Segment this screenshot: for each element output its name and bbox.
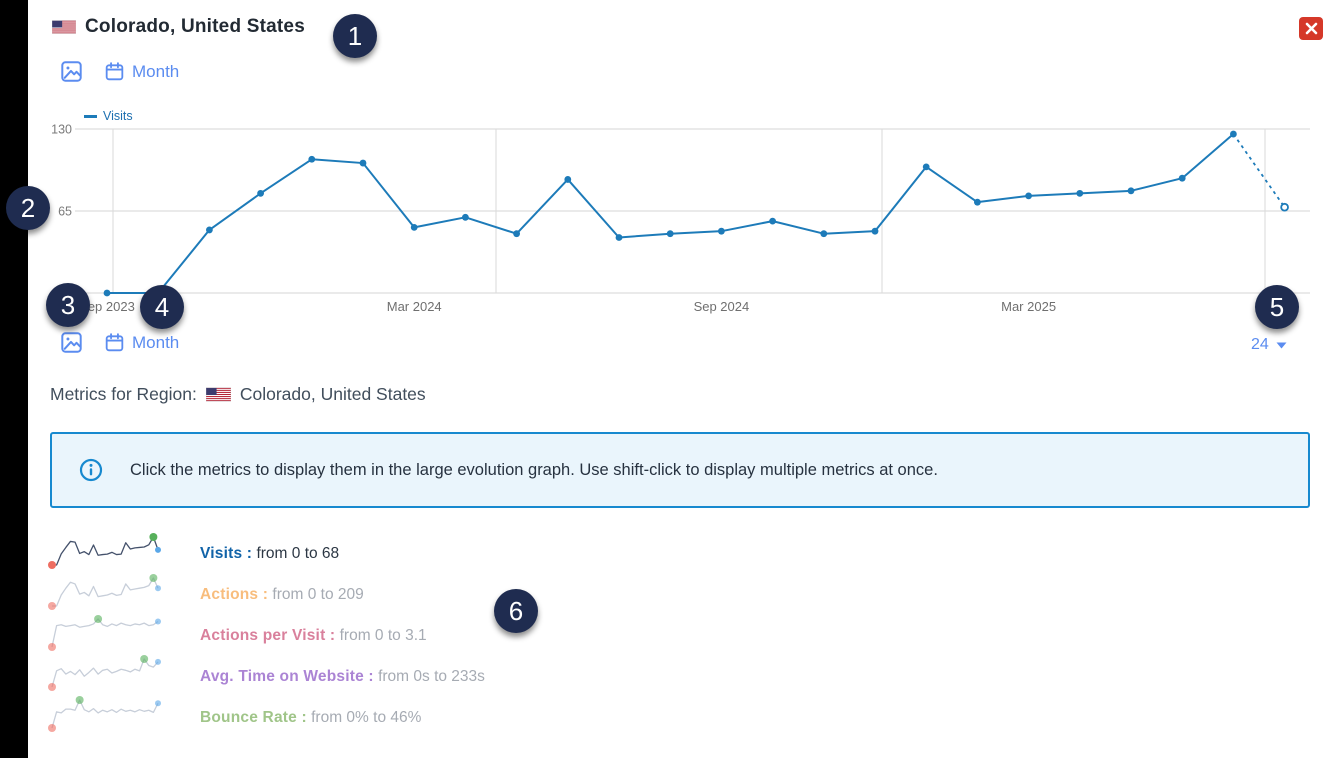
info-banner-text: Click the metrics to display them in the… [130, 460, 938, 479]
metric-label: Actions : [200, 586, 269, 604]
metric-row-actions-per-visit[interactable]: Actions per Visit : from 0 to 3.1 [44, 613, 904, 660]
row-limit-dropdown[interactable]: 24 [1251, 336, 1287, 354]
sparkline-actions [44, 572, 200, 619]
metric-list: Visits : from 0 to 68 Actions : from 0 t… [44, 531, 904, 741]
metric-row-avg-time-on-website[interactable]: Avg. Time on Website : from 0s to 233s [44, 653, 904, 700]
metric-detail: from 0% to 46% [311, 708, 422, 726]
region-title: Colorado, United States [85, 16, 305, 37]
svg-text:Sep 2024: Sep 2024 [694, 299, 750, 314]
annotation-badge-4: 4 [140, 285, 184, 329]
sparkline-bounce-rate [44, 694, 200, 741]
us-flag-icon [205, 386, 232, 403]
background-edge-strip [0, 0, 28, 758]
period-label: Month [132, 61, 180, 81]
annotation-badge-1: 1 [333, 14, 377, 58]
sparkline-actions-per-visit [44, 613, 200, 660]
image-icon [60, 331, 83, 354]
legend-label: Visits [103, 109, 133, 123]
chart-legend: Visits [84, 109, 133, 123]
metrics-heading: Metrics for Region: Colorado, United Sta… [50, 384, 426, 405]
metric-detail: from 0s to 233s [378, 667, 485, 685]
close-button[interactable] [1299, 17, 1323, 40]
metric-label: Actions per Visit : [200, 626, 336, 644]
annotation-badge-3: 3 [46, 283, 90, 327]
period-label-bottom: Month [132, 332, 180, 352]
calendar-icon [104, 61, 125, 82]
annotation-badge-5: 5 [1255, 285, 1299, 329]
chevron-down-icon [1276, 342, 1287, 349]
svg-text:Mar 2024: Mar 2024 [387, 299, 442, 314]
metrics-heading-region: Colorado, United States [239, 384, 426, 404]
metric-detail: from 0 to 209 [272, 586, 364, 604]
metric-label: Visits : [200, 545, 253, 563]
export-image-button-bottom[interactable] [60, 331, 83, 354]
chart-toolbar-top: Month [60, 60, 179, 83]
region-title-row: Colorado, United States [51, 16, 305, 38]
info-icon [79, 458, 103, 482]
metric-label: Avg. Time on Website : [200, 667, 374, 685]
chart-toolbar-bottom: Month [60, 331, 179, 354]
row-limit-value: 24 [1251, 336, 1269, 353]
metric-row-bounce-rate[interactable]: Bounce Rate : from 0% to 46% [44, 694, 904, 741]
evolution-chart[interactable]: Sep 2023 Mar 2024 Sep 2024 Mar 2025 130 65 [0, 100, 1333, 325]
svg-text:65: 65 [58, 205, 72, 219]
export-image-button[interactable] [60, 60, 83, 83]
us-flag-icon [51, 19, 77, 35]
metric-detail: from 0 to 3.1 [339, 626, 427, 644]
legend-line-swatch [84, 114, 97, 118]
svg-text:Sep 2023: Sep 2023 [79, 299, 135, 314]
metric-label: Bounce Rate : [200, 708, 307, 726]
annotation-badge-2: 2 [6, 186, 50, 230]
info-banner: Click the metrics to display them in the… [50, 432, 1310, 508]
close-icon [1305, 22, 1318, 35]
sparkline-visits [44, 531, 200, 578]
calendar-icon [104, 332, 125, 353]
period-selector[interactable]: Month [104, 61, 179, 82]
metrics-heading-prefix: Metrics for Region: [50, 384, 197, 404]
image-icon [60, 60, 83, 83]
period-selector-bottom[interactable]: Month [104, 332, 179, 353]
sparkline-avg-time-on-website [44, 653, 200, 700]
svg-text:130: 130 [51, 123, 72, 137]
metric-detail: from 0 to 68 [256, 545, 340, 563]
svg-text:Mar 2025: Mar 2025 [1001, 299, 1056, 314]
annotation-badge-6: 6 [494, 589, 538, 633]
metric-row-actions[interactable]: Actions : from 0 to 209 [44, 572, 904, 619]
metric-row-visits[interactable]: Visits : from 0 to 68 [44, 531, 904, 578]
